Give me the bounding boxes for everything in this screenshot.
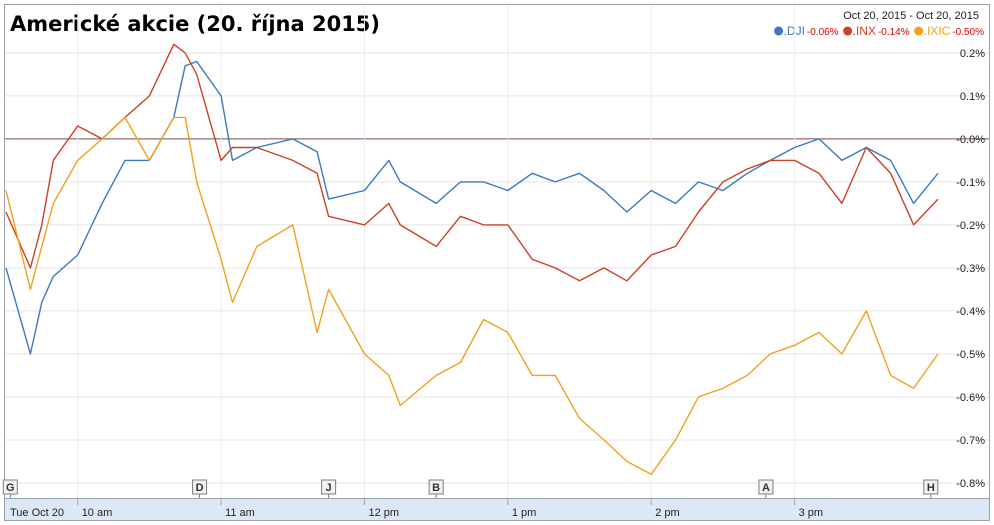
legend-label: .IXIC [924, 24, 951, 38]
news-flag-label: D [196, 482, 204, 494]
y-tick-label: -0.1% [956, 177, 985, 189]
series-line-ixic [5, 116, 939, 475]
x-tick-label: 3 pm [799, 507, 823, 519]
plot-lines [5, 43, 939, 475]
news-flag-label: G [6, 482, 15, 494]
x-tick-label: Tue Oct 20 [10, 507, 64, 519]
news-flag-label: A [762, 482, 770, 494]
legend: -0.50%.IXIC-0.14%.INX-0.06%.DJI [774, 24, 984, 38]
legend-change: -0.14% [878, 27, 910, 38]
x-axis: Tue Oct 20 10 am 11 am 12 pm 1 pm 2 pm 3 pm [10, 499, 823, 519]
y-tick-label: 0.1% [960, 91, 985, 103]
x-tick-label: 10 am [82, 507, 113, 519]
y-tick-label: -0.6% [956, 392, 985, 404]
news-flag-j[interactable]: J [321, 479, 337, 498]
series-line-inx [5, 43, 939, 282]
legend-marker [914, 26, 924, 36]
legend-marker [843, 26, 853, 36]
news-flag-d[interactable]: D [192, 479, 208, 498]
y-tick-label: -0.3% [956, 263, 985, 275]
news-flag-label: B [432, 482, 440, 494]
news-flag-g[interactable]: G [2, 479, 18, 498]
y-tick-label: -0.5% [956, 349, 985, 361]
news-flag-label: H [927, 482, 935, 494]
x-axis-strip [4, 498, 990, 521]
news-flag-b[interactable]: B [428, 479, 444, 498]
y-tick-label: -0.4% [956, 306, 985, 318]
series-line-dji [5, 60, 939, 355]
x-tick-label: 12 pm [368, 507, 399, 519]
y-tick-label: -0.8% [956, 478, 985, 490]
y-tick-label: 0.2% [960, 48, 985, 60]
date-range: Oct 20, 2015 - Oct 20, 2015 [843, 10, 979, 22]
news-flag-label: J [326, 482, 332, 494]
y-tick-label: -0.0% [956, 134, 985, 146]
x-tick-label: 1 pm [512, 507, 536, 519]
x-tick-label: 2 pm [655, 507, 679, 519]
legend-change: -0.06% [807, 27, 839, 38]
chart-title: Americké akcie (20. října 2015) [10, 12, 380, 36]
news-flag-a[interactable]: A [758, 479, 774, 498]
legend-change: -0.50% [952, 27, 984, 38]
legend-label: .INX [853, 24, 876, 38]
x-tick-label: 11 am [225, 507, 255, 519]
y-axis: 0.2% 0.1% -0.0% -0.1% -0.2% -0.3% -0.4% -0.5% -0… [956, 48, 985, 490]
legend-marker [774, 26, 784, 36]
y-tick-label: -0.2% [956, 220, 985, 232]
y-tick-label: -0.7% [956, 435, 985, 447]
chart-frame [4, 4, 990, 499]
news-flag-h[interactable]: H [923, 479, 939, 498]
